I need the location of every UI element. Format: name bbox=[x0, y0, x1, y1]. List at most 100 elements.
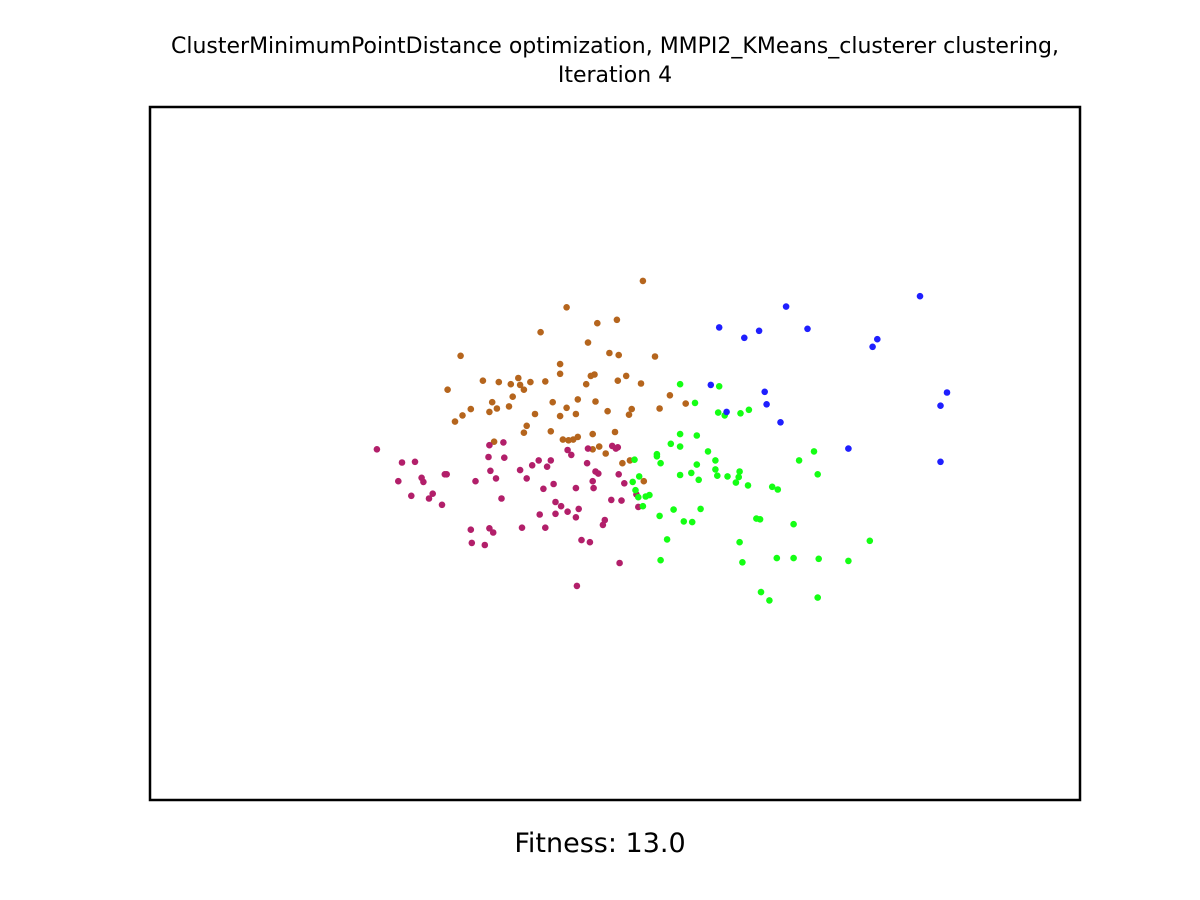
scatter-point-s2-31 bbox=[735, 473, 742, 481]
scatter-point-s1-27 bbox=[518, 524, 526, 531]
scatter-point-s1-32 bbox=[486, 525, 493, 532]
scatter-point-s0-9 bbox=[594, 319, 601, 327]
scatter-point-s3-6 bbox=[874, 335, 881, 343]
scatter-point-s2-45 bbox=[814, 471, 821, 478]
scatter-point-s2-50 bbox=[814, 594, 821, 601]
scatter-point-s1-48 bbox=[578, 536, 585, 544]
scatter-point-s2-5 bbox=[639, 502, 647, 510]
scatter-point-s2-3 bbox=[631, 456, 638, 464]
scatter-point-s1-9 bbox=[487, 467, 494, 475]
scatter-point-s1-41 bbox=[485, 453, 492, 461]
scatter-point-s2-23 bbox=[697, 505, 704, 513]
scatter-point-s2-11 bbox=[667, 440, 675, 448]
scatter-point-s2-4 bbox=[635, 493, 642, 501]
scatter-point-s2-46 bbox=[810, 448, 818, 455]
scatter-point-s0-59 bbox=[582, 380, 590, 388]
scatter-point-s0-55 bbox=[547, 428, 555, 435]
scatter-point-s1-40 bbox=[418, 474, 425, 482]
scatter-point-s3-11 bbox=[845, 445, 852, 452]
scatter-point-s3-12 bbox=[707, 381, 715, 389]
scatter-point-s1-35 bbox=[425, 495, 433, 502]
scatter-point-s0-0 bbox=[563, 304, 570, 311]
scatter-point-s2-48 bbox=[845, 557, 852, 565]
scatter-point-s3-7 bbox=[916, 292, 924, 300]
scatter-point-s2-44 bbox=[795, 457, 803, 464]
chart-title-line-1: ClusterMinimumPointDistance optimization… bbox=[170, 34, 1059, 59]
scatter-point-s1-47 bbox=[572, 514, 580, 521]
scatter-point-s0-28 bbox=[556, 412, 564, 420]
scatter-point-s0-17 bbox=[615, 351, 622, 359]
scatter-point-s0-29 bbox=[572, 410, 580, 418]
scatter-point-s1-45 bbox=[557, 502, 565, 510]
scatter-point-s0-62 bbox=[604, 407, 611, 415]
scatter-point-s1-24 bbox=[550, 480, 557, 488]
scatter-point-s0-12 bbox=[520, 386, 528, 394]
scatter-point-s2-57 bbox=[653, 453, 661, 460]
scatter-point-s0-43 bbox=[611, 428, 619, 436]
scatter-point-s0-10 bbox=[584, 339, 592, 346]
fitness-label: Fitness: 13.0 bbox=[514, 828, 686, 859]
scatter-point-s2-43 bbox=[774, 486, 782, 493]
scatter-point-s1-58 bbox=[595, 470, 602, 477]
scatter-point-s3-15 bbox=[763, 401, 770, 408]
scatter-point-s0-37 bbox=[542, 378, 549, 385]
scatter-point-s0-2 bbox=[613, 316, 621, 324]
scatter-point-s1-17 bbox=[583, 459, 591, 467]
scatter-point-s2-59 bbox=[704, 448, 712, 455]
scatter-point-s0-23 bbox=[488, 398, 496, 406]
scatter-point-s1-19 bbox=[590, 484, 597, 492]
scatter-point-s2-24 bbox=[693, 432, 701, 439]
scatter-point-s1-50 bbox=[586, 538, 594, 546]
scatter-point-s0-42 bbox=[520, 429, 528, 437]
plot-frame bbox=[148, 105, 1082, 802]
scatter-point-s0-46 bbox=[625, 411, 633, 419]
scatter-point-s2-26 bbox=[714, 409, 722, 416]
scatter-point-s1-38 bbox=[398, 459, 406, 466]
scatter-point-s2-53 bbox=[737, 410, 744, 417]
scatter-point-s1-10 bbox=[486, 441, 493, 449]
scatter-point-s2-30 bbox=[724, 473, 731, 480]
scatter-point-s1-61 bbox=[612, 445, 620, 452]
scatter-point-s2-56 bbox=[676, 380, 684, 388]
scatter-point-s0-31 bbox=[565, 437, 572, 444]
scatter-point-s0-41 bbox=[486, 408, 493, 416]
scatter-point-s1-53 bbox=[621, 480, 628, 487]
scatter-point-s1-4 bbox=[438, 501, 446, 509]
scatter-point-s3-14 bbox=[723, 408, 730, 416]
scatter-point-s0-32 bbox=[595, 443, 603, 450]
scatter-point-s0-39 bbox=[587, 372, 595, 380]
scatter-point-s3-16 bbox=[777, 419, 784, 426]
scatter-point-s1-37 bbox=[408, 492, 415, 500]
scatter-point-s0-34 bbox=[628, 405, 635, 413]
scatter-point-s1-33 bbox=[467, 526, 475, 533]
scatter-point-s1-57 bbox=[584, 445, 592, 452]
scatter-point-s2-0 bbox=[632, 486, 639, 494]
scatter-point-s1-56 bbox=[615, 471, 622, 478]
scatter-point-s1-43 bbox=[552, 498, 559, 506]
scatter-point-s3-1 bbox=[741, 334, 748, 342]
scatter-point-s2-47 bbox=[815, 555, 822, 563]
scatter-point-s1-11 bbox=[516, 466, 524, 474]
scatter-point-s2-16 bbox=[657, 556, 664, 564]
scatter-point-s0-22 bbox=[467, 405, 475, 413]
scatter-point-s2-7 bbox=[646, 491, 653, 499]
scatter-point-s1-63 bbox=[616, 559, 623, 567]
scatter-point-s1-52 bbox=[608, 496, 615, 504]
scatter-point-s2-40 bbox=[773, 554, 781, 562]
scatter-point-s2-19 bbox=[688, 469, 695, 477]
scatter-point-s3-4 bbox=[804, 325, 811, 333]
scatter-point-s1-25 bbox=[536, 511, 543, 518]
scatter-point-s2-39 bbox=[739, 559, 746, 566]
scatter-point-s0-49 bbox=[666, 392, 674, 399]
scatter-point-s1-8 bbox=[523, 475, 530, 482]
scatter-point-s2-36 bbox=[768, 483, 776, 491]
scatter-point-s1-13 bbox=[543, 463, 551, 471]
scatter-point-s1-30 bbox=[481, 541, 489, 549]
scatter-point-s1-5 bbox=[472, 477, 479, 485]
scatter-point-s1-12 bbox=[528, 462, 536, 469]
scatter-point-s1-14 bbox=[535, 457, 542, 464]
scatter-point-s0-35 bbox=[637, 380, 645, 387]
scatter-point-s1-36 bbox=[441, 471, 449, 478]
scatter-point-s0-1 bbox=[639, 277, 647, 285]
scatter-point-s1-16 bbox=[564, 446, 571, 454]
